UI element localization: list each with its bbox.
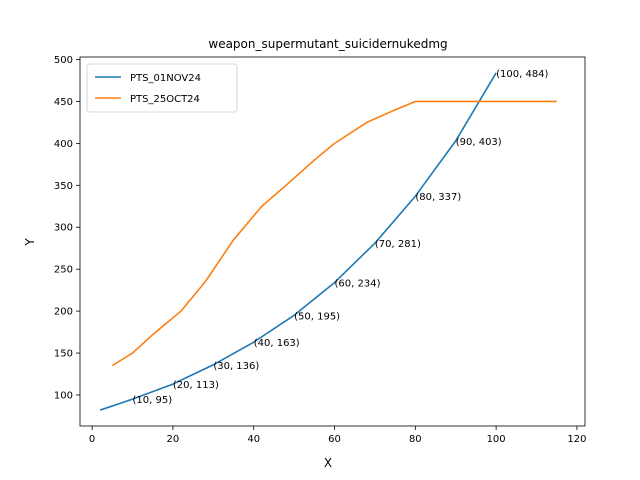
x-tick-label: 60 xyxy=(328,434,341,445)
data-label: (100, 484) xyxy=(496,69,548,80)
legend-box xyxy=(86,63,238,113)
y-tick-label: 450 xyxy=(54,97,73,108)
legend: PTS_01NOV24 PTS_25OCT24 xyxy=(86,63,238,113)
data-label: (90, 403) xyxy=(456,137,502,148)
y-axis-label: Y xyxy=(23,238,37,247)
plot-area: 0 20 40 60 80 100 120 100 150 200 250 300 350 400 450 5… xyxy=(54,55,587,445)
data-label: (10, 95) xyxy=(133,395,173,406)
x-tick-label: 120 xyxy=(567,434,586,445)
y-tick-label: 500 xyxy=(54,55,73,66)
y-tick-label: 250 xyxy=(54,265,73,276)
y-tick-label: 350 xyxy=(54,181,73,192)
x-tick-label: 80 xyxy=(409,434,422,445)
chart-title: weapon_supermutant_suicidernukedmg xyxy=(208,37,447,51)
series-line-pts-01nov24 xyxy=(99,72,497,411)
data-label: (30, 136) xyxy=(213,361,259,372)
data-label: (40, 163) xyxy=(254,338,300,349)
y-tick-label: 400 xyxy=(54,139,73,150)
x-axis-label: X xyxy=(324,456,332,470)
y-tick-label: 200 xyxy=(54,307,73,318)
x-tick-label: 100 xyxy=(487,434,506,445)
legend-label: PTS_25OCT24 xyxy=(130,94,200,105)
data-label: (80, 337) xyxy=(415,192,461,203)
data-label: (70, 281) xyxy=(375,239,421,250)
y-tick-label: 150 xyxy=(54,349,73,360)
series-line-pts-25oct24 xyxy=(111,100,557,367)
data-label: (60, 234) xyxy=(335,279,381,290)
y-tick-label: 100 xyxy=(54,390,73,401)
x-tick-label: 0 xyxy=(89,434,95,445)
x-tick-label: 20 xyxy=(167,434,180,445)
axes-frame xyxy=(79,56,586,427)
y-tick-label: 300 xyxy=(54,223,73,234)
data-label: (50, 195) xyxy=(294,311,340,322)
x-tick-label: 40 xyxy=(247,434,260,445)
data-label: (20, 113) xyxy=(173,380,219,391)
legend-label: PTS_01NOV24 xyxy=(130,73,201,84)
